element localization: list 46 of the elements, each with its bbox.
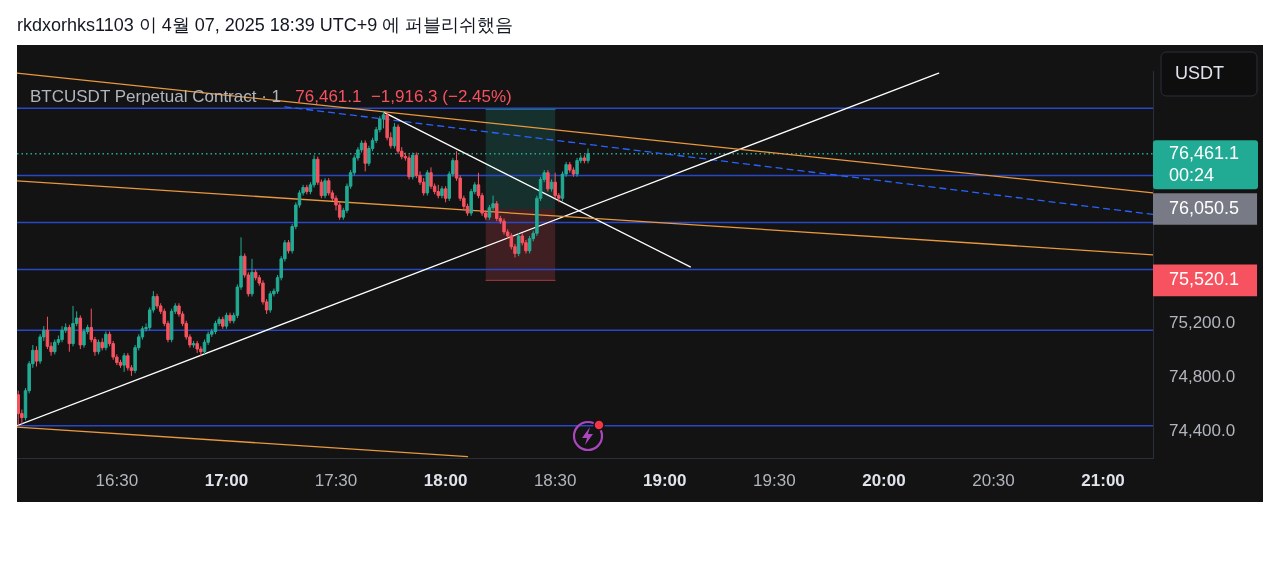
candlestick — [494, 200, 499, 222]
candlestick — [549, 178, 554, 193]
candlestick — [516, 232, 521, 257]
x-tick-label: 20:30 — [972, 470, 1015, 490]
x-tick-label: 19:30 — [753, 470, 796, 490]
y-tick-label: 74,800.0 — [1169, 366, 1236, 386]
text: 76,461.1 −1,916.3 (−2.45%) — [295, 87, 512, 107]
candlestick — [67, 324, 72, 353]
candlestick — [96, 339, 101, 355]
candlestick — [78, 314, 83, 350]
candlestick — [104, 331, 108, 351]
candlestick — [553, 172, 557, 199]
candlestick — [392, 122, 397, 149]
candlestick — [571, 166, 576, 178]
x-tick-label: 18:30 — [533, 470, 577, 490]
candlestick — [326, 177, 331, 197]
x-tick-label: 17:00 — [204, 470, 249, 490]
candlestick — [425, 169, 430, 197]
candlestick — [527, 235, 532, 254]
candlestick — [71, 305, 75, 347]
ref-line-label: 76,461.1 00:24 — [1169, 142, 1240, 185]
candlestick — [582, 154, 587, 164]
candlestick — [100, 337, 104, 351]
y-tick-label: 76,050.5 — [1169, 197, 1240, 218]
x-tick-label: 20:00 — [862, 470, 906, 490]
y-tick-label: 75,520.1 — [1169, 269, 1240, 290]
candlestick — [286, 239, 291, 254]
candlestick — [34, 345, 39, 367]
candlestick — [443, 185, 448, 203]
x-tick-label: 17:30 — [314, 470, 358, 490]
text: rkdxorhks1103 이 4월 07, 2025 18:39 UTC+9 에 퍼블리쉬했음 — [17, 14, 514, 36]
candlestick — [228, 312, 232, 324]
candlestick — [191, 340, 196, 349]
x-tick-label: 19:00 — [643, 470, 687, 490]
candlestick — [213, 320, 218, 335]
x-tick-label: 18:00 — [423, 470, 468, 490]
x-tick-label: 16:30 — [95, 470, 139, 490]
y-axis-title: USDT — [1175, 62, 1224, 83]
candlestick — [436, 184, 441, 199]
candlestick — [195, 340, 199, 354]
candlestick — [381, 110, 386, 129]
candlestick — [224, 312, 229, 330]
candlestick — [250, 258, 254, 298]
x-tick-label: 21:00 — [1081, 470, 1125, 490]
y-tick-label: 74,400.0 — [1169, 420, 1236, 440]
y-tick-label: 75,200.0 — [1169, 313, 1236, 333]
